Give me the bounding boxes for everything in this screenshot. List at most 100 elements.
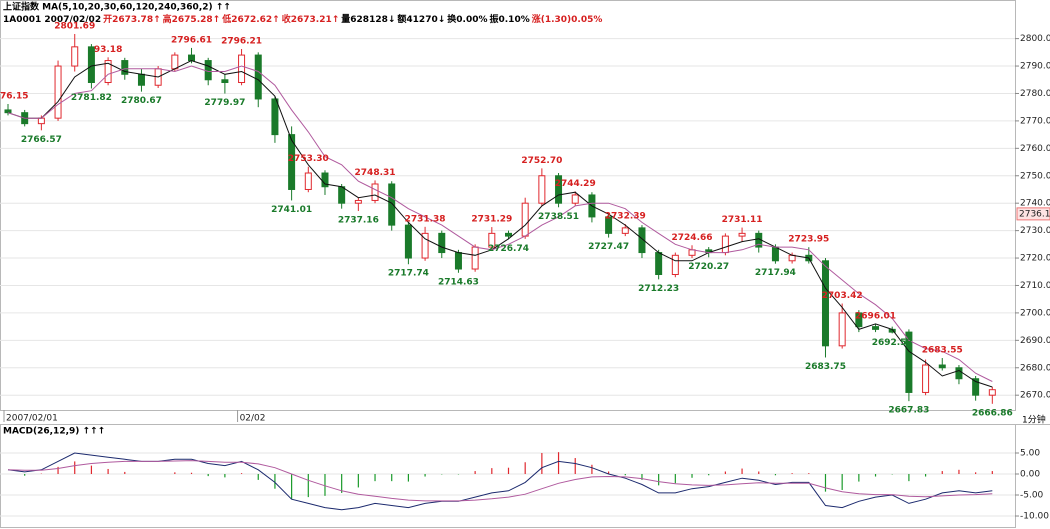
high-label: 2731.38 (405, 214, 446, 224)
quote-field: 低2672.62↑ (221, 13, 280, 25)
y-tick-label: 2710.0 (1020, 281, 1050, 291)
y-tick-label: 2790.0 (1020, 62, 1050, 72)
quote-info: 1A0001 2007/02/02 开2673.78↑ 高2675.28↑ 低2672… (3, 13, 602, 25)
candle-body (505, 232, 512, 237)
macd-line (7, 460, 993, 502)
high-label: 2753.30 (288, 154, 329, 164)
candle-body (821, 260, 829, 347)
high-label: 2696.01 (855, 311, 896, 321)
high-label: 2731.29 (471, 215, 512, 225)
candle-body (388, 183, 396, 226)
y-tick-label: 5.00 (1020, 449, 1040, 459)
candle-body (54, 65, 62, 119)
candle-body (121, 60, 129, 75)
y-tick-label: 2740.0 (1020, 199, 1050, 209)
candle-body (938, 364, 946, 369)
quote-field: 换0.00% (447, 13, 487, 25)
candle-body (37, 117, 45, 125)
price-tag-box (1016, 207, 1050, 221)
candle-body (438, 232, 446, 254)
candle-body (238, 54, 246, 84)
y-tick-label: 2750.0 (1020, 171, 1050, 181)
candle-body (855, 312, 863, 328)
y-tick-label: 2760.0 (1020, 144, 1050, 154)
y-tick-label: 2800.0 (1020, 34, 1050, 44)
candle-body (605, 216, 613, 234)
quote-field: 振0.10% (490, 13, 530, 25)
candle-body (304, 172, 312, 190)
candle-body (471, 246, 479, 270)
low-label: 2781.82 (71, 93, 112, 103)
low-label: 2712.23 (638, 284, 679, 294)
candle-body (671, 254, 679, 276)
low-label: 2683.75 (805, 362, 846, 372)
high-label: 93.18 (94, 45, 122, 55)
candle-body (488, 232, 496, 248)
high-label: 2703.42 (822, 291, 863, 301)
candle-body (872, 326, 880, 330)
low-label: 2714.63 (438, 277, 479, 287)
high-label: 2731.11 (722, 215, 763, 225)
quote-field: 高2675.28↑ (163, 13, 221, 25)
high-label: 2796.21 (221, 37, 262, 47)
quote-field: 涨(1.30)0.05% (532, 13, 603, 25)
high-label: 2723.95 (788, 235, 829, 245)
candle-body (454, 252, 462, 270)
low-label: 2766.57 (21, 135, 62, 145)
low-label: 2717.74 (388, 269, 429, 279)
candle-body (922, 364, 930, 393)
price-tag: 2736.1 (1019, 209, 1050, 219)
quote-field: 量628128↓ (341, 13, 395, 25)
quote-field: 1A0001 2007/02/02 (3, 15, 101, 25)
macd-line (7, 452, 993, 511)
candle-body (621, 227, 629, 234)
candle-body (721, 235, 729, 254)
candle-body (521, 202, 529, 237)
candle-body (404, 224, 412, 259)
ma-line (7, 60, 993, 388)
candle-body (988, 389, 996, 396)
x-tick-label: 02/02 (240, 414, 266, 424)
low-label: 2727.47 (588, 242, 629, 252)
candle-body (738, 232, 746, 237)
candle-body (838, 312, 846, 347)
low-label: 2726.74 (488, 244, 529, 254)
candle-body (371, 183, 379, 201)
high-label: 2801.69 (54, 21, 95, 31)
quote-field: 开2673.78↑ (103, 14, 161, 25)
candle-body (188, 54, 196, 62)
low-label: 2666.86 (972, 408, 1013, 418)
high-label: 2744.29 (555, 179, 596, 189)
candle-body (972, 378, 980, 396)
period-label[interactable]: 1分钟 (1022, 414, 1046, 426)
y-tick-label: 0.00 (1020, 470, 1040, 480)
y-tick-label: 2780.0 (1020, 89, 1050, 99)
high-label: 2748.31 (355, 168, 396, 178)
high-label: 2752.70 (521, 156, 562, 166)
ma-line (7, 65, 993, 382)
candle-body (338, 186, 346, 204)
price-panel-frame (0, 0, 1016, 411)
y-tick-label: 2720.0 (1020, 254, 1050, 264)
low-label: 2738.51 (538, 212, 579, 222)
y-tick-label: 2680.0 (1020, 363, 1050, 373)
y-tick-label: -10.00 (1020, 512, 1049, 522)
y-tick-label: 2770.0 (1020, 116, 1050, 126)
y-tick-label: 2670.0 (1020, 391, 1050, 401)
y-tick-label: 2700.0 (1020, 308, 1050, 318)
candle-body (655, 252, 663, 276)
candle-body (104, 60, 112, 84)
candle-body (204, 60, 212, 81)
candle-body (221, 79, 229, 84)
y-tick-label: 2690.0 (1020, 336, 1050, 346)
candle-body (271, 98, 279, 136)
candle-body (555, 175, 563, 204)
candle-body (137, 73, 145, 86)
low-label: 2692.53 (872, 338, 913, 348)
candle-body (254, 54, 262, 100)
high-label: 2776.15 (0, 92, 29, 102)
quote-field: 额41270↓ (397, 13, 445, 25)
candle-body (905, 331, 913, 393)
